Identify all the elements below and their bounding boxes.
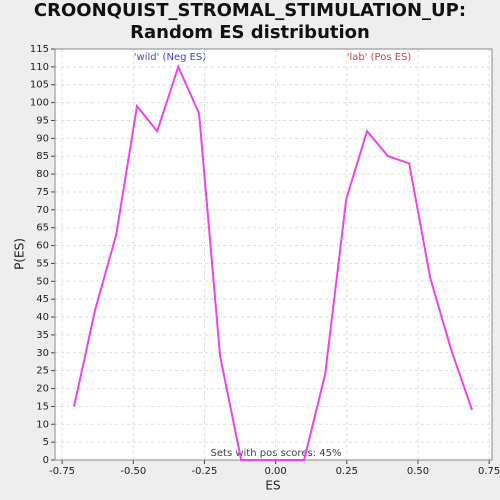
chart-title: CROONQUIST_STROMAL_STIMULATION_UP: Rando… bbox=[33, 0, 467, 43]
plot-area bbox=[55, 49, 492, 460]
y-tick-label: 105 bbox=[30, 80, 49, 91]
series-line bbox=[73, 64, 474, 461]
y-tick-label: 65 bbox=[36, 223, 49, 234]
y-tick-label: 15 bbox=[36, 401, 49, 412]
annotation: 'lab' (Pos ES) bbox=[347, 52, 412, 63]
y-tick-label: 95 bbox=[36, 115, 49, 126]
x-tick-label: -0.25 bbox=[192, 466, 218, 477]
y-tick-label: 50 bbox=[36, 276, 49, 287]
y-tick-label: 20 bbox=[36, 384, 49, 395]
y-tick-label: 25 bbox=[36, 366, 49, 377]
y-tick-label: 60 bbox=[36, 241, 49, 252]
y-tick-label: 80 bbox=[36, 169, 49, 180]
y-tick-label: 70 bbox=[36, 205, 49, 216]
x-axis-label: ES bbox=[265, 479, 280, 493]
y-tick-label: 115 bbox=[30, 44, 49, 55]
y-tick-label: 30 bbox=[36, 348, 49, 359]
x-tick-label: 0.75 bbox=[478, 466, 500, 477]
x-tick-label: 0.50 bbox=[407, 466, 429, 477]
annotation: 'wild' (Neg ES) bbox=[134, 52, 206, 63]
y-axis-label: P(ES) bbox=[13, 238, 27, 270]
x-tick-label: 0.25 bbox=[336, 466, 358, 477]
x-tick-label: -0.50 bbox=[120, 466, 146, 477]
x-tick-label: -0.75 bbox=[49, 466, 75, 477]
x-tick-label: 0.00 bbox=[265, 466, 287, 477]
y-tick-label: 0 bbox=[43, 455, 49, 466]
y-tick-label: 90 bbox=[36, 133, 49, 144]
y-tick-label: 110 bbox=[30, 62, 49, 73]
y-tick-label: 75 bbox=[36, 187, 49, 198]
y-tick-label: 40 bbox=[36, 312, 49, 323]
y-tick-label: 45 bbox=[36, 294, 49, 305]
y-tick-label: 55 bbox=[36, 258, 49, 269]
y-tick-label: 35 bbox=[36, 330, 49, 341]
y-tick-label: 10 bbox=[36, 419, 49, 430]
y-tick-label: 85 bbox=[36, 151, 49, 162]
y-tick-label: 5 bbox=[43, 437, 49, 448]
y-tick-label: 100 bbox=[30, 98, 49, 109]
